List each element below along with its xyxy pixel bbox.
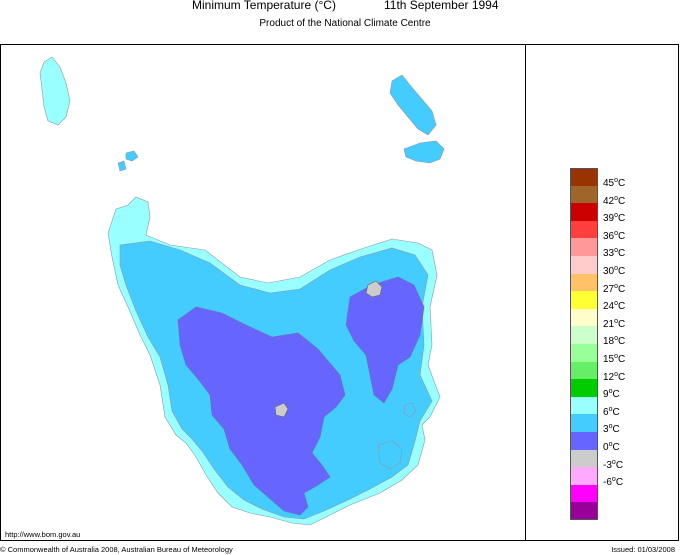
map-title-bar: Minimum Temperature (°C) 11th September … — [0, 0, 680, 16]
legend-row: 3oC — [570, 414, 680, 436]
legend-label: 45oC — [603, 177, 626, 189]
legend-row: 24oC — [570, 291, 680, 313]
legend-swatch — [570, 467, 598, 485]
legend-label: 0oC — [603, 440, 620, 453]
cape-barren-island — [403, 140, 445, 164]
legend-row: 45oC — [570, 168, 680, 189]
legend-label: 6oC — [603, 405, 620, 418]
legend-swatch — [570, 502, 598, 520]
tasmania-temperature-map — [39, 56, 445, 526]
legend-swatch — [570, 220, 598, 239]
legend-swatch — [570, 185, 598, 204]
legend-row: 39oC — [570, 203, 680, 225]
legend-label: 36oC — [603, 229, 626, 242]
legend-row: 30oC — [570, 255, 680, 277]
zone-0-3-east — [365, 280, 383, 298]
legend-divider — [525, 44, 526, 540]
legend-label: 12oC — [603, 370, 626, 383]
legend-row: -3oC — [570, 449, 680, 471]
legend-swatch — [570, 168, 598, 186]
map-title: Minimum Temperature (°C) — [192, 0, 336, 12]
temperature-legend: 45oC 42oC 39oC 36oC 33oC 30oC 27oC 24oC 21oC 18oC… — [570, 168, 680, 520]
zone-0-3-central — [274, 402, 289, 418]
legend-row: 15oC — [570, 343, 680, 365]
legend-label: 24oC — [603, 300, 626, 313]
legend-label: 9oC — [603, 388, 620, 401]
legend-label: 21oC — [603, 317, 626, 330]
legend-row: 18oC — [570, 326, 680, 348]
issued-date: Issued: 01/03/2008 — [611, 545, 675, 554]
map-date: 11th September 1994 — [384, 0, 499, 12]
legend-row — [570, 502, 680, 520]
legend-swatch — [570, 396, 598, 415]
frame-bottom-line — [0, 540, 679, 541]
legend-swatch — [570, 238, 598, 256]
legend-swatch — [570, 431, 598, 450]
legend-swatch — [570, 291, 598, 309]
legend-label: 3oC — [603, 423, 620, 436]
legend-row: 0oC — [570, 431, 680, 453]
legend-label: 18oC — [603, 335, 626, 348]
legend-row — [570, 484, 680, 503]
legend-label: -3oC — [603, 458, 624, 471]
legend-swatch — [570, 203, 598, 221]
king-island — [39, 56, 71, 126]
legend-row: 27oC — [570, 273, 680, 295]
legend-swatch — [570, 379, 598, 397]
legend-row: 36oC — [570, 220, 680, 242]
legend-swatch — [570, 361, 598, 380]
legend-label: -6oC — [603, 476, 624, 489]
legend-row: 6oC — [570, 396, 680, 418]
legend-swatch — [570, 326, 598, 344]
source-url: http://www.bom.gov.au — [5, 530, 81, 539]
legend-swatch — [570, 255, 598, 274]
legend-label: 27oC — [603, 282, 626, 295]
legend-swatch — [570, 273, 598, 292]
legend-swatch — [570, 414, 598, 432]
small-island-nw2 — [117, 160, 127, 172]
legend-swatch — [570, 308, 598, 327]
legend-row: 21oC — [570, 308, 680, 330]
flinders-island — [389, 74, 437, 136]
legend-label: 15oC — [603, 352, 626, 365]
legend-label: 30oC — [603, 264, 626, 277]
zone-3-6-central — [177, 306, 346, 516]
zone-3-6-east — [345, 276, 425, 404]
legend-row: 9oC — [570, 379, 680, 401]
map-frame — [0, 44, 679, 540]
bruny-island — [377, 440, 403, 470]
legend-label: 39oC — [603, 212, 626, 225]
legend-swatch — [570, 484, 598, 503]
legend-label: 33oC — [603, 247, 626, 260]
copyright-notice: © Commonwealth of Australia 2008, Austra… — [0, 545, 233, 554]
legend-row: -6oC — [570, 467, 680, 489]
map-subtitle: Product of the National Climate Centre — [259, 18, 431, 29]
legend-row: 42oC — [570, 185, 680, 207]
legend-swatch — [570, 343, 598, 362]
legend-swatch — [570, 449, 598, 468]
legend-row: 33oC — [570, 238, 680, 260]
legend-row: 12oC — [570, 361, 680, 383]
small-island-nw — [125, 150, 139, 162]
maria-island — [403, 402, 417, 418]
legend-label: 42oC — [603, 194, 626, 207]
